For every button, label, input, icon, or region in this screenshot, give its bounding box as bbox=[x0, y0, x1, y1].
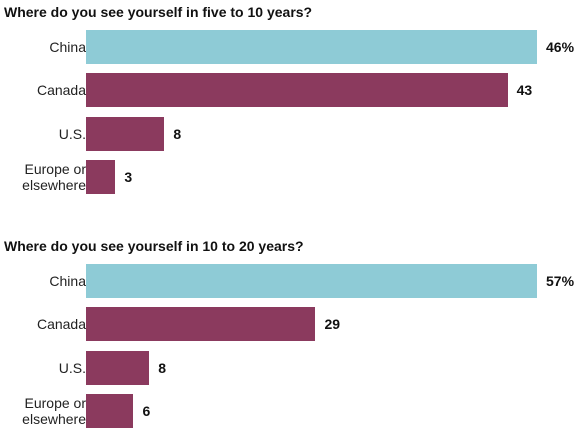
bar bbox=[86, 160, 116, 194]
bar bbox=[86, 264, 537, 298]
value-label: 57% bbox=[546, 273, 575, 289]
value-label: 29 bbox=[324, 316, 341, 332]
bar bbox=[86, 30, 537, 64]
bar bbox=[86, 73, 508, 107]
bar bbox=[86, 351, 150, 385]
value-label: 8 bbox=[158, 360, 167, 376]
category-label: China bbox=[49, 39, 86, 55]
chart-five-to-10-years: Where do you see yourself in five to 10 … bbox=[0, 4, 583, 204]
value-label: 8 bbox=[173, 126, 182, 142]
value-label: 3 bbox=[124, 169, 133, 185]
value-label: 46% bbox=[546, 39, 575, 55]
chart-10-to-20-years: Where do you see yourself in 10 to 20 ye… bbox=[0, 238, 583, 438]
category-label: Europe or elsewhere bbox=[22, 395, 86, 427]
bar bbox=[86, 307, 316, 341]
chart-title: Where do you see yourself in 10 to 20 ye… bbox=[4, 238, 304, 254]
chart-title: Where do you see yourself in five to 10 … bbox=[4, 4, 313, 20]
category-label: Canada bbox=[36, 82, 86, 98]
category-label: U.S. bbox=[58, 126, 86, 142]
category-label: China bbox=[49, 273, 86, 289]
bar bbox=[86, 394, 134, 428]
value-label: 6 bbox=[142, 403, 151, 419]
category-label: Europe or elsewhere bbox=[22, 161, 86, 193]
category-label: U.S. bbox=[58, 360, 86, 376]
category-label: Canada bbox=[36, 316, 86, 332]
value-label: 43 bbox=[516, 82, 533, 98]
bar bbox=[86, 117, 165, 151]
